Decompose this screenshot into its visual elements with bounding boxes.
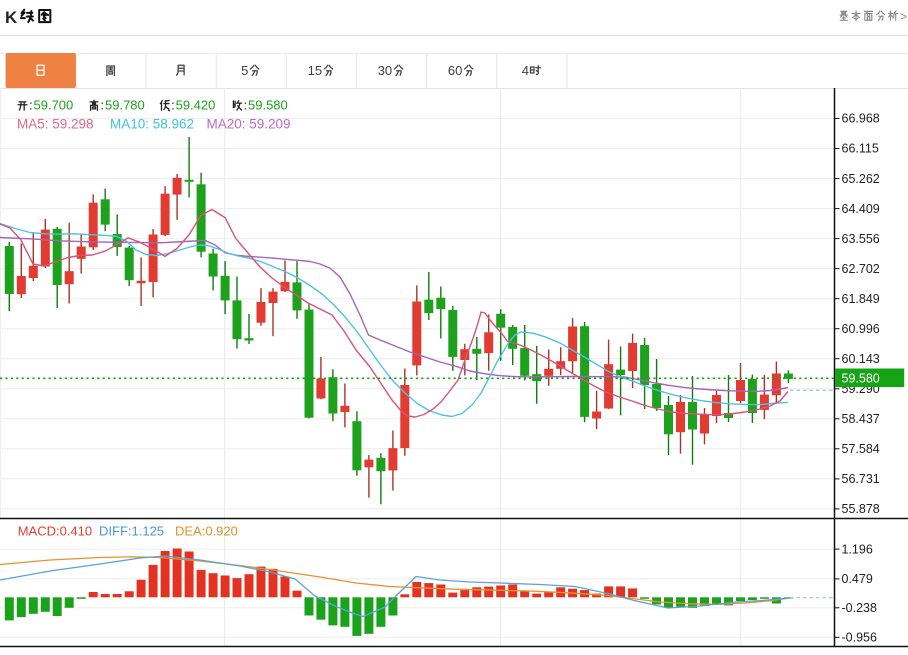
svg-text:60: 60 bbox=[448, 63, 462, 78]
svg-text::: : bbox=[171, 98, 175, 113]
svg-text:65.262: 65.262 bbox=[842, 172, 880, 186]
svg-text:30: 30 bbox=[378, 63, 392, 78]
svg-text:62.702: 62.702 bbox=[842, 262, 880, 276]
svg-text::: : bbox=[101, 98, 105, 113]
svg-text:5: 5 bbox=[241, 63, 248, 78]
svg-text:1.196: 1.196 bbox=[842, 542, 873, 556]
svg-text:56.731: 56.731 bbox=[842, 472, 880, 486]
svg-text:59.580: 59.580 bbox=[248, 98, 288, 113]
svg-text:>: > bbox=[900, 10, 907, 24]
svg-text:66.115: 66.115 bbox=[842, 142, 879, 156]
svg-text:DEA:0.920: DEA:0.920 bbox=[175, 524, 238, 539]
svg-text:-0.238: -0.238 bbox=[842, 601, 877, 615]
svg-text:DIFF:1.125: DIFF:1.125 bbox=[99, 524, 164, 539]
svg-text:60.996: 60.996 bbox=[842, 322, 880, 336]
svg-text:66.968: 66.968 bbox=[842, 112, 880, 126]
svg-text:59.420: 59.420 bbox=[176, 98, 216, 113]
svg-text:64.409: 64.409 bbox=[842, 202, 880, 216]
svg-text:K: K bbox=[5, 8, 18, 27]
svg-text:0.479: 0.479 bbox=[842, 572, 873, 586]
svg-text:MACD:0.410: MACD:0.410 bbox=[18, 524, 92, 539]
svg-text:55.878: 55.878 bbox=[842, 502, 880, 516]
svg-text:MA5: 59.298: MA5: 59.298 bbox=[17, 116, 94, 131]
svg-text:59.780: 59.780 bbox=[105, 98, 145, 113]
svg-text:59.580: 59.580 bbox=[842, 372, 880, 386]
svg-text::: : bbox=[29, 98, 33, 113]
svg-text:15: 15 bbox=[308, 63, 322, 78]
svg-text:59.700: 59.700 bbox=[34, 98, 74, 113]
svg-text:4: 4 bbox=[522, 63, 529, 78]
svg-text:60.143: 60.143 bbox=[842, 352, 880, 366]
svg-text:63.556: 63.556 bbox=[842, 232, 880, 246]
svg-text:57.584: 57.584 bbox=[842, 442, 880, 456]
svg-text:58.437: 58.437 bbox=[842, 412, 880, 426]
svg-text::: : bbox=[244, 98, 248, 113]
svg-text:MA10: 58.962: MA10: 58.962 bbox=[110, 116, 194, 131]
svg-text:MA20: 59.209: MA20: 59.209 bbox=[207, 116, 291, 131]
svg-text:-0.956: -0.956 bbox=[842, 631, 877, 645]
svg-text:61.849: 61.849 bbox=[842, 292, 880, 306]
